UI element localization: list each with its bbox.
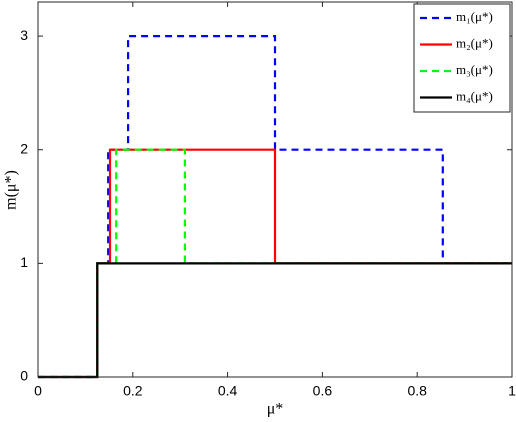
legend-box [413, 3, 511, 113]
x-tick-label: 0 [34, 383, 42, 399]
y-tick-label: 3 [20, 27, 28, 43]
step-line [38, 34, 512, 379]
x-axis-label: μ* [267, 401, 284, 418]
legend-label: m₂(μ*) [456, 35, 493, 50]
x-tick-label: 0.6 [313, 383, 333, 399]
y-tick-label: 2 [20, 140, 28, 156]
x-tick-label: 1 [508, 383, 516, 399]
axes-box [37, 1, 513, 378]
legend-label: m₁(μ*) [456, 9, 493, 24]
x-tick-label: 0.8 [407, 383, 427, 399]
legend-label: m₄(μ*) [456, 88, 493, 103]
y-tick-label: 1 [20, 254, 28, 270]
x-tick-label: 0.2 [123, 383, 143, 399]
legend-label: m₃(μ*) [456, 62, 493, 77]
y-tick-label: 0 [20, 368, 28, 384]
y-axis-label: m(μ*) [3, 170, 20, 210]
x-tick-label: 0.4 [218, 383, 238, 399]
